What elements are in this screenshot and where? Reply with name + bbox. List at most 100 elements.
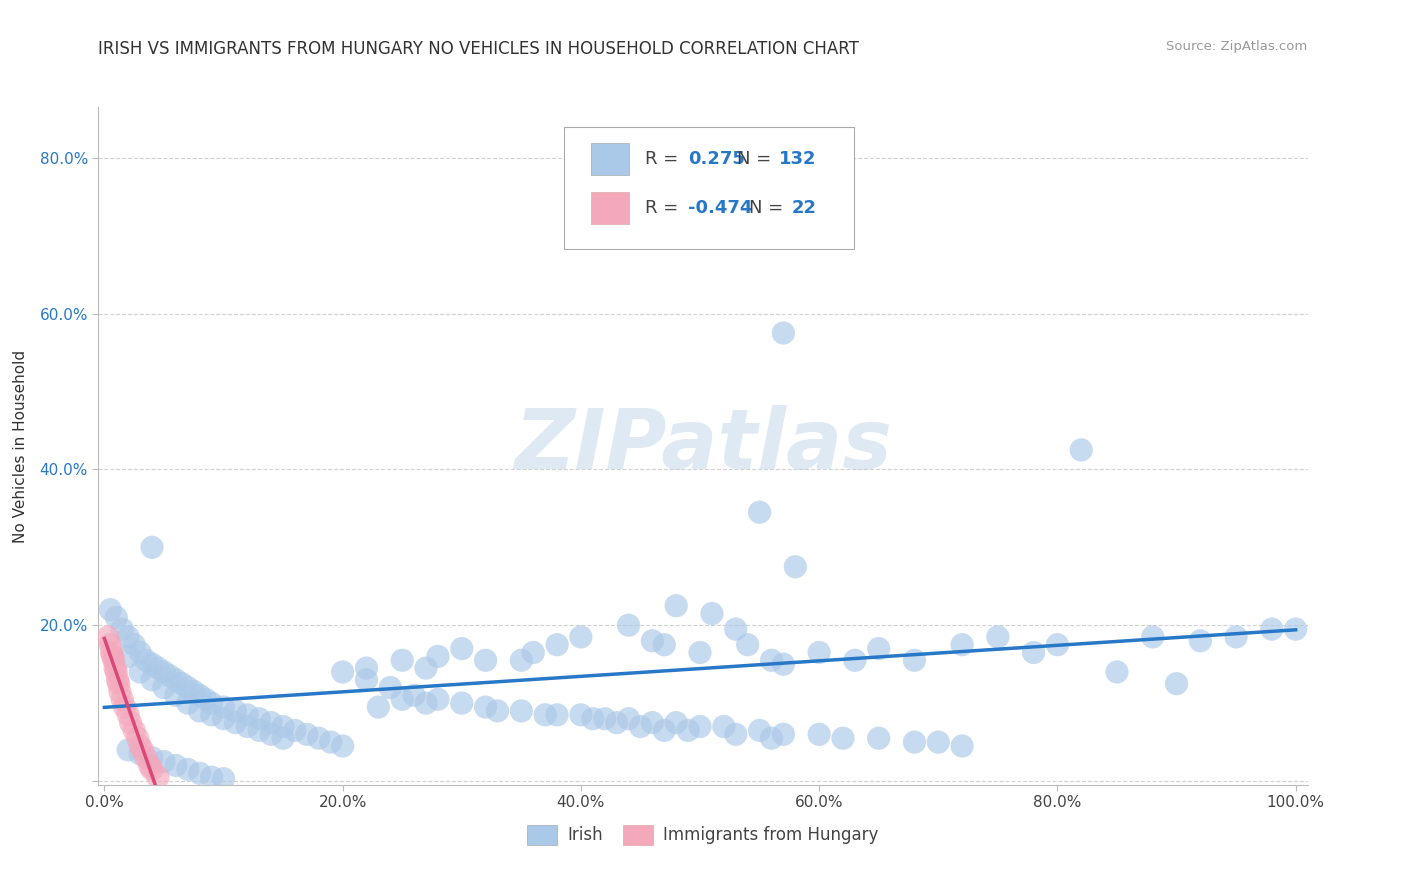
Point [308, 731, 330, 746]
Text: N =: N = [749, 199, 783, 217]
Point [129, 739, 152, 753]
Point [194, 692, 217, 706]
Point [903, 653, 925, 667]
Point [415, 696, 437, 710]
Point [260, 727, 283, 741]
Point [165, 673, 187, 687]
Text: 22: 22 [792, 199, 817, 217]
Point [844, 653, 866, 667]
Text: N =: N = [737, 150, 770, 168]
Point [808, 727, 831, 741]
Point [104, 661, 127, 675]
Point [1142, 630, 1164, 644]
Point [295, 727, 318, 741]
Point [927, 735, 949, 749]
Text: -0.474: -0.474 [689, 199, 752, 217]
Point [117, 707, 139, 722]
Point [107, 673, 129, 687]
Point [105, 610, 128, 624]
Point [103, 653, 125, 667]
Point [141, 673, 163, 687]
Point [950, 739, 973, 753]
Point [630, 719, 652, 733]
Point [188, 704, 211, 718]
Point [617, 618, 640, 632]
Point [1225, 630, 1247, 644]
Text: 0.275: 0.275 [689, 150, 745, 168]
Point [450, 641, 472, 656]
Point [141, 657, 163, 672]
Point [129, 747, 152, 761]
Point [772, 326, 794, 340]
Point [131, 743, 153, 757]
Point [1070, 442, 1092, 457]
Point [510, 704, 533, 718]
Point [404, 689, 426, 703]
Point [1189, 633, 1212, 648]
Point [188, 766, 211, 780]
Point [183, 684, 205, 698]
Point [117, 630, 139, 644]
Point [200, 707, 222, 722]
Point [141, 750, 163, 764]
Point [903, 735, 925, 749]
Point [1022, 645, 1045, 659]
Point [120, 715, 142, 730]
Point [138, 758, 160, 772]
Point [367, 700, 389, 714]
Point [236, 719, 259, 733]
Point [510, 653, 533, 667]
Point [569, 630, 592, 644]
Point [135, 653, 157, 667]
Point [319, 735, 342, 749]
Point [676, 723, 699, 738]
Point [356, 661, 378, 675]
Point [665, 599, 688, 613]
Point [97, 630, 120, 644]
Point [582, 712, 605, 726]
Point [641, 633, 664, 648]
Point [101, 649, 124, 664]
Point [122, 723, 145, 738]
Point [153, 665, 176, 679]
Point [689, 719, 711, 733]
Point [177, 763, 200, 777]
Point [141, 541, 163, 555]
Point [1166, 676, 1188, 690]
Point [380, 681, 402, 695]
Point [772, 657, 794, 672]
Point [332, 739, 354, 753]
Point [159, 669, 181, 683]
Point [170, 676, 193, 690]
Point [114, 700, 136, 714]
Point [593, 712, 616, 726]
Point [284, 723, 307, 738]
Point [474, 700, 496, 714]
Point [832, 731, 855, 746]
Point [146, 661, 169, 675]
Point [713, 719, 735, 733]
Point [801, 205, 824, 219]
Point [153, 755, 176, 769]
Text: R =: R = [645, 150, 678, 168]
Point [761, 731, 783, 746]
Point [224, 704, 246, 718]
Point [522, 645, 544, 659]
Point [105, 665, 128, 679]
Point [724, 727, 747, 741]
Legend: Irish, Immigrants from Hungary: Irish, Immigrants from Hungary [520, 819, 886, 851]
Point [236, 707, 259, 722]
Point [761, 653, 783, 667]
Y-axis label: No Vehicles in Household: No Vehicles in Household [14, 350, 28, 542]
Point [177, 681, 200, 695]
Point [260, 715, 283, 730]
Point [224, 715, 246, 730]
Point [165, 689, 187, 703]
Point [391, 692, 413, 706]
Point [212, 700, 235, 714]
Text: 132: 132 [779, 150, 817, 168]
Point [98, 602, 121, 616]
Point [772, 727, 794, 741]
Point [415, 661, 437, 675]
Point [486, 704, 509, 718]
